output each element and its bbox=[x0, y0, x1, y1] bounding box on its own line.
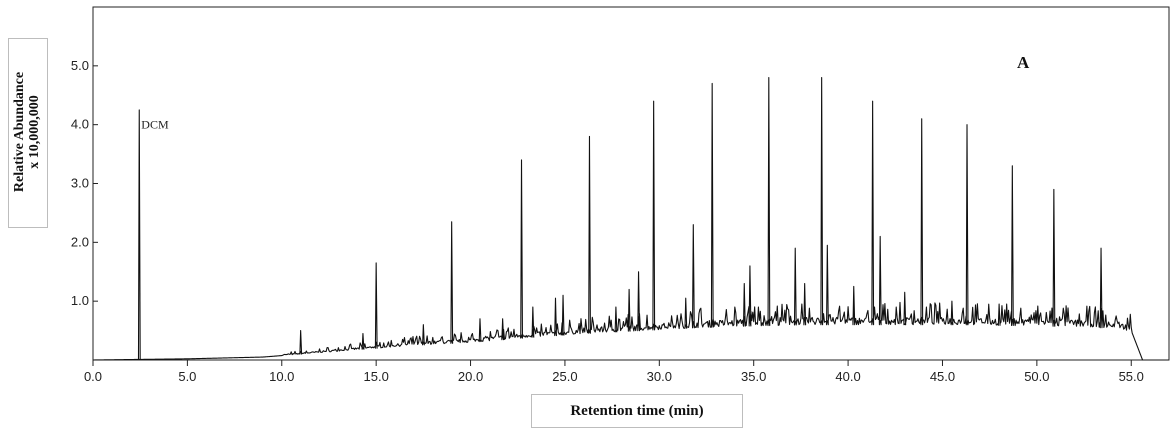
x-tick-label: 55.0 bbox=[1119, 369, 1144, 384]
x-tick-label: 50.0 bbox=[1024, 369, 1049, 384]
y-tick-label: 3.0 bbox=[71, 176, 89, 191]
x-axis: 0.0 5.0 10.0 15.0 20.0 25.0 30.0 35.0 40.0 45.0 50… bbox=[84, 360, 1144, 384]
x-tick-label: 5.0 bbox=[178, 369, 196, 384]
x-tick-label: 25.0 bbox=[552, 369, 577, 384]
plot-frame bbox=[92, 6, 1170, 361]
y-axis-label-line1: Relative Abundance bbox=[12, 71, 27, 193]
y-axis: 1.0 2.0 3.0 4.0 5.0 bbox=[71, 58, 98, 308]
x-tick-label: 40.0 bbox=[835, 369, 860, 384]
y-axis-label-box bbox=[8, 38, 48, 228]
y-tick-label: 4.0 bbox=[71, 117, 89, 132]
x-tick-label: 15.0 bbox=[364, 369, 389, 384]
y-tick-label: 5.0 bbox=[71, 58, 89, 73]
x-tick-label: 30.0 bbox=[647, 369, 672, 384]
x-axis-label: Retention time (min) bbox=[531, 394, 743, 428]
x-tick-label: 35.0 bbox=[741, 369, 766, 384]
y-tick-label: 2.0 bbox=[71, 234, 89, 249]
annotations: DCM bbox=[141, 118, 169, 132]
x-tick-label: 45.0 bbox=[930, 369, 955, 384]
y-axis-label-line2: x 10,000,000 bbox=[27, 95, 42, 169]
y-tick-label: 1.0 bbox=[71, 293, 89, 308]
chromatogram-trace bbox=[92, 77, 1169, 361]
panel-label: A bbox=[1017, 53, 1030, 72]
x-tick-label: 10.0 bbox=[269, 369, 294, 384]
x-tick-label: 20.0 bbox=[458, 369, 483, 384]
x-tick-label: 0.0 bbox=[84, 369, 102, 384]
y-axis-label: Relative Abundance x 10,000,000 bbox=[12, 72, 42, 192]
peak-annotation: DCM bbox=[141, 118, 169, 132]
